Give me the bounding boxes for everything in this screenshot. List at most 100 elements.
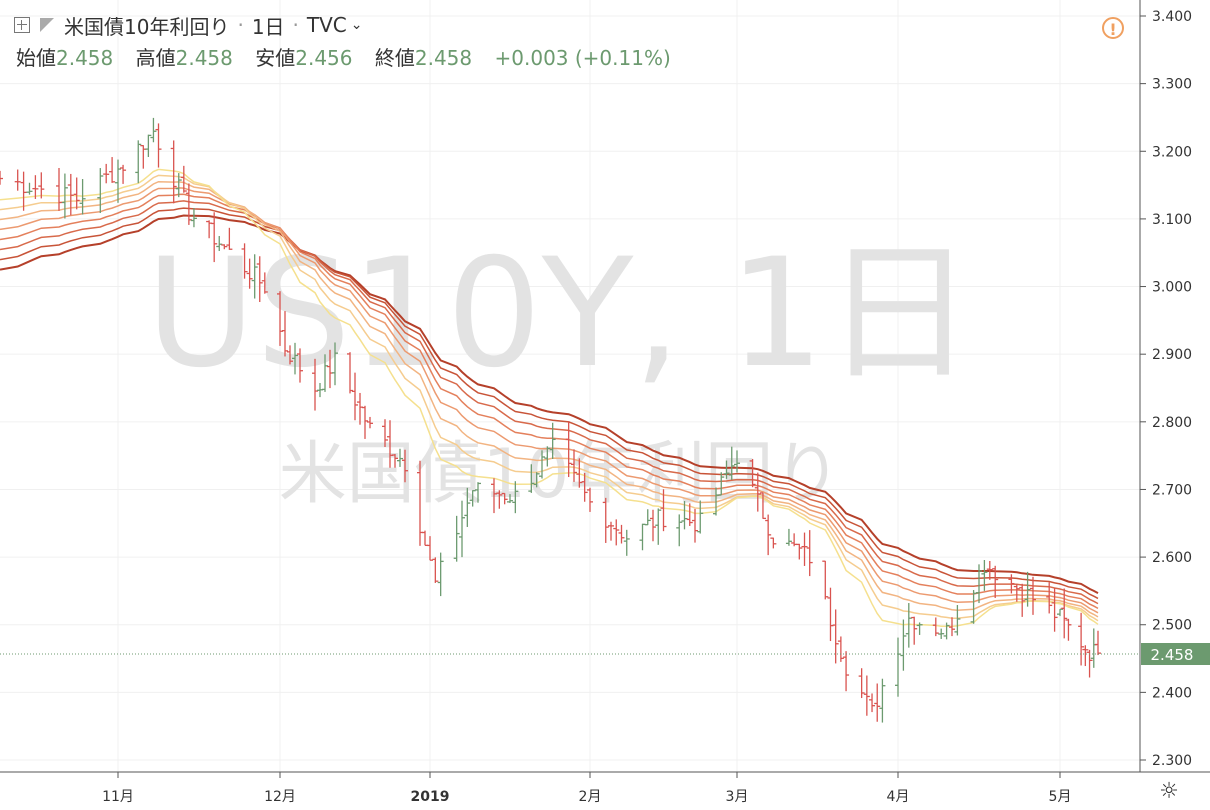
ohlc-bar [539,450,545,479]
ema-ribbon-line [0,174,1099,622]
ohlc-bar [475,482,481,503]
low-label: 安値 [255,46,296,70]
price-axis[interactable]: 3.400 3.300 3.200 3.100 3.000 2.900 2.800 2.700… [1140,9,1192,769]
ohlc-bar [676,514,683,547]
ohlc-bar [1065,618,1072,641]
ohlc-bar [895,637,901,697]
high-value: 2.458 [175,46,233,70]
ohlc-bar [587,487,593,512]
ohlc-bar [660,489,667,532]
flag-icon[interactable] [40,18,54,32]
ohlc-bar [469,490,476,507]
ohlc-bar [352,372,358,421]
ohlc-bar [56,167,62,211]
ohlc-bar [938,628,945,639]
ohlc-bar [397,448,403,467]
ohlc-bar [639,523,646,551]
interval-label[interactable]: 1日 [251,14,285,39]
add-icon[interactable] [14,17,30,33]
ohlc-bar [900,619,907,671]
x-tick-label: 2月 [579,789,602,805]
ohlc-bar [697,500,704,534]
ohlc-bar [981,560,988,591]
ohlc-bar [170,140,177,204]
source-label[interactable]: TVC [306,13,347,37]
ohlc-bar [382,419,388,448]
ohlc-bar [501,492,508,505]
ohlc-bar [576,458,583,488]
ohlc-bar [20,171,27,211]
ohlc-bar [1061,588,1068,639]
ohlc-bar [905,603,912,648]
ohlc-bar [1024,571,1031,607]
ohlc-bar [692,508,698,543]
ohlc-bar [581,472,588,502]
ohlc-bar [79,179,86,215]
ohlc-bar [858,668,865,699]
ohlc-bar [932,617,939,637]
ohlc-bar [863,675,870,716]
ohlc-bar [549,422,556,459]
ohlc-bar [507,494,513,504]
ohlc-bar [943,622,950,640]
ohlc-bars [0,117,1101,723]
ohlc-bar [571,449,577,482]
ohlc-bar [402,449,408,483]
ohlc-bar [874,683,881,722]
ohlc-bar [650,509,656,542]
ohlc-bar [14,169,21,191]
ohlc-bar [115,159,121,203]
y-tick-label: 2.500 [1152,618,1192,634]
ohlc-bar [73,177,80,210]
ohlc-bar [216,236,223,252]
ohlc-bar [103,163,110,184]
ohlc-bar [150,117,157,143]
ohlc-bar [822,560,829,600]
ohlc-bar [754,472,761,512]
ohlc-bar [916,622,923,635]
ohlc-bar [26,182,33,195]
ohlc-bar [0,170,3,185]
alert-icon[interactable]: ! [1102,17,1124,39]
ohlc-bar [226,227,233,250]
y-tick-label: 3.400 [1152,9,1192,25]
ohlc-bar [1019,583,1026,617]
symbol-name[interactable]: 米国債10年利回り [64,14,230,39]
y-tick-label: 3.200 [1152,144,1192,160]
ohlc-bar [367,416,373,429]
chevron-down-icon[interactable]: ⌄ [350,17,363,33]
ohlc-bar [879,678,886,723]
y-tick-label: 2.900 [1152,347,1192,363]
ohlc-bar [109,157,116,183]
ohlc-bar [1078,612,1085,666]
ohlc-bar [734,450,740,473]
ohlc-bar [251,254,258,299]
open-value: 2.458 [56,46,114,70]
ohlc-bar [32,175,39,199]
ohlc-bar [432,557,439,583]
ohlc-bar [644,509,651,526]
ohlc-bar [827,587,834,642]
ohlc-bar [362,405,368,439]
ohlc-bar [120,164,127,184]
ohlc-bar [1090,628,1097,668]
time-axis[interactable]: 11月 12月 2019 2月 3月 4月 5月 [102,772,1071,805]
ohlc-bar [38,172,45,199]
gear-icon[interactable]: ☼ [1159,779,1179,804]
ohlc-bar [832,609,839,664]
x-tick-label: 12月 [264,789,296,805]
chart-grid [0,0,1140,772]
y-tick-label: 2.800 [1152,415,1192,431]
x-tick-label: 11月 [102,789,134,805]
ohlc-bar [770,537,777,549]
ohlc-bar [97,168,104,213]
ohlc-bar [332,342,338,386]
ohlc-bar [1046,582,1053,614]
y-tick-label: 2.400 [1152,685,1192,701]
ohlc-bar [453,515,460,562]
ohlc-bar [976,564,982,604]
ohlc-bar [796,543,803,560]
ohlc-bar [986,560,993,580]
ohlc-bar [1057,608,1063,617]
